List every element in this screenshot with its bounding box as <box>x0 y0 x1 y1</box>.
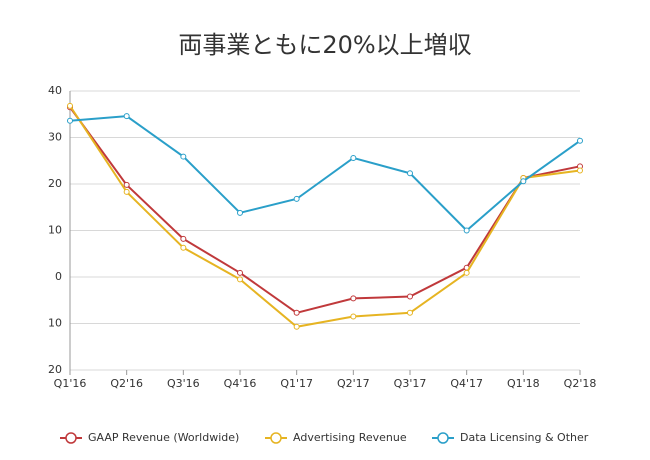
data-point <box>67 117 73 124</box>
legend-label: Data Licensing & Other <box>460 431 589 444</box>
y-tick-label: 40 <box>48 84 62 97</box>
y-tick-label: 20 <box>48 177 62 190</box>
x-tick-label: Q2'17 <box>337 377 370 390</box>
data-point <box>180 153 187 160</box>
data-point <box>123 181 130 188</box>
data-point <box>293 195 300 202</box>
data-point <box>407 293 413 300</box>
legend-label: Advertising Revenue <box>293 431 407 444</box>
data-point <box>577 167 583 174</box>
x-tick-label: Q2'18 <box>564 377 597 390</box>
data-point <box>123 113 130 120</box>
legend-label: GAAP Revenue (Worldwide) <box>88 431 239 444</box>
legend-marker <box>65 432 77 444</box>
x-tick-label: Q1'16 <box>54 377 87 390</box>
y-tick-label: 0 <box>55 270 62 283</box>
x-tick-label: Q1'17 <box>280 377 313 390</box>
data-point <box>293 323 300 330</box>
data-point <box>463 227 470 234</box>
data-point <box>350 295 357 302</box>
x-tick-label: Q3'17 <box>394 377 427 390</box>
x-tick-label: Q4'17 <box>450 377 483 390</box>
x-tick-label: Q1'18 <box>507 377 540 390</box>
series-line <box>69 115 581 232</box>
y-tick-label: 20 <box>48 363 62 376</box>
data-point <box>350 154 357 161</box>
data-point <box>67 102 73 109</box>
data-point <box>237 276 243 283</box>
x-tick-label: Q4'16 <box>224 377 257 390</box>
x-tick-label: Q3'16 <box>167 377 200 390</box>
data-point <box>407 309 413 316</box>
data-point <box>463 269 470 276</box>
data-point <box>237 269 243 276</box>
chart-title: 両事業ともに20%以上増収 <box>178 31 471 59</box>
data-point <box>293 309 300 316</box>
x-tick-label: Q2'16 <box>110 377 143 390</box>
data-point <box>180 244 187 251</box>
series-line <box>69 105 581 328</box>
y-tick-label: 10 <box>48 317 62 330</box>
data-point <box>180 235 187 242</box>
series-line <box>69 106 581 314</box>
data-point <box>350 313 357 320</box>
data-point <box>577 137 583 144</box>
data-point <box>123 188 130 195</box>
data-point <box>520 178 527 185</box>
y-tick-label: 10 <box>48 224 62 237</box>
legend-marker <box>437 432 449 444</box>
data-point <box>237 209 243 216</box>
legend-marker <box>270 432 282 444</box>
data-point <box>407 170 413 177</box>
y-tick-label: 30 <box>48 131 62 144</box>
